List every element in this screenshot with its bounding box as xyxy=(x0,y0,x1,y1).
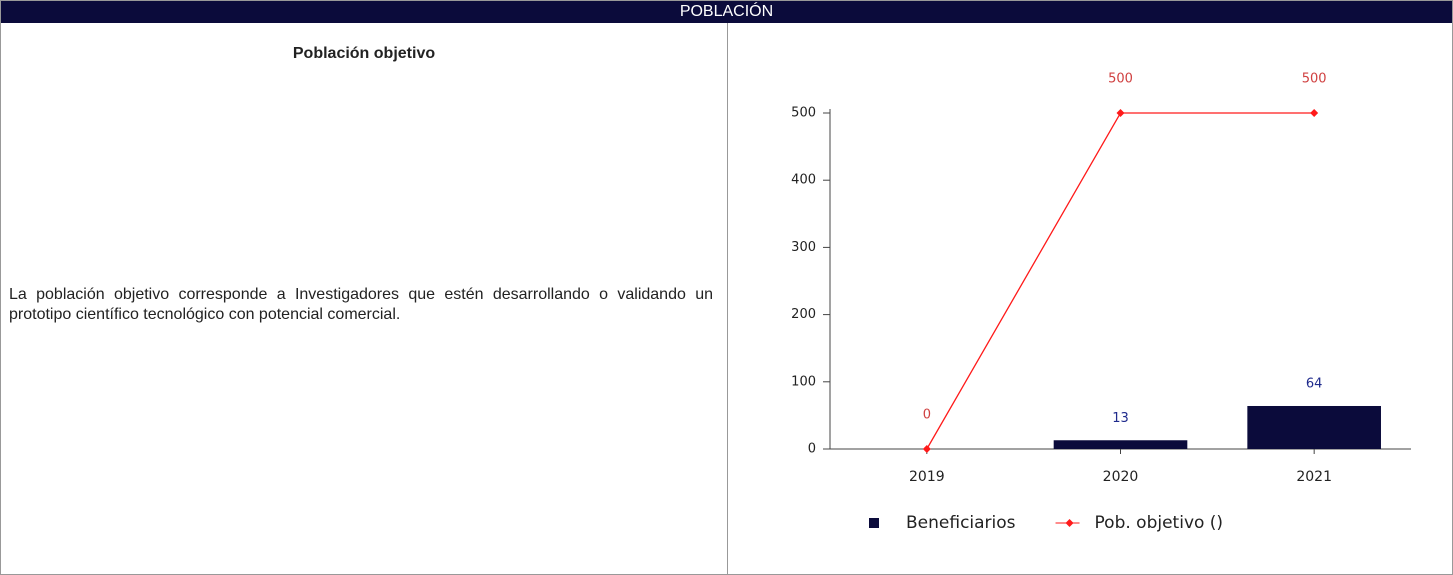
legend-label: Beneficiarios xyxy=(906,513,1016,533)
line-value-label: 500 xyxy=(1302,72,1327,87)
cell-text: La población objetivo corresponde a Inve… xyxy=(9,286,713,323)
bar xyxy=(1247,405,1381,449)
y-tick-label: 300 xyxy=(791,240,816,255)
x-tick-label: 2020 xyxy=(1103,469,1139,485)
line-marker xyxy=(922,445,931,453)
y-tick-label: 400 xyxy=(791,173,816,188)
line-value-label: 500 xyxy=(1108,72,1133,87)
bar xyxy=(1053,440,1188,449)
chart: 0 100 200 300 400 500 2019 2020 2021 13 64 0 500 500 B… xyxy=(791,72,1411,533)
bar-value-label: 13 xyxy=(1112,411,1129,426)
bar-value-label: 64 xyxy=(1306,376,1323,391)
legend-marker xyxy=(1065,519,1074,527)
left-cell: Población objetivo La población objetivo… xyxy=(1,23,728,574)
line-marker xyxy=(1310,109,1319,117)
x-tick-label: 2019 xyxy=(909,469,945,485)
y-tick-label: 0 xyxy=(808,442,816,457)
line-marker xyxy=(1116,109,1125,117)
cell-heading: Población objetivo xyxy=(292,45,436,62)
y-tick-label: 200 xyxy=(791,307,816,322)
legend-label: Pob. objetivo () xyxy=(1095,513,1224,533)
y-tick-label: 500 xyxy=(791,106,816,121)
legend-swatch xyxy=(869,518,879,528)
x-tick-label: 2021 xyxy=(1296,469,1332,485)
y-tick-label: 100 xyxy=(791,374,816,389)
section-header: POBLACIÓN xyxy=(1,1,1452,23)
line-value-label: 0 xyxy=(923,408,931,423)
line xyxy=(926,112,1315,450)
